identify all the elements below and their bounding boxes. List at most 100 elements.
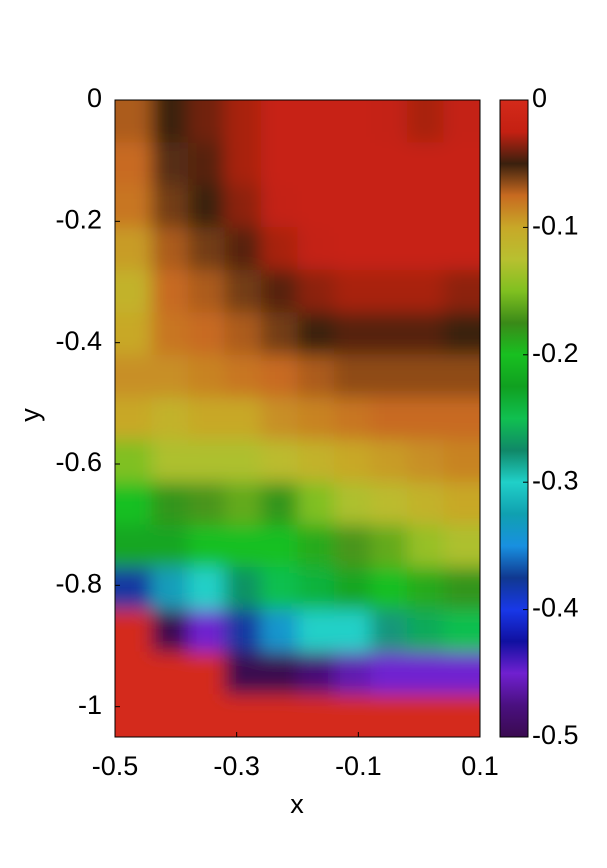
y-tick-label: -0.4 xyxy=(55,326,102,356)
heat-cell xyxy=(370,567,408,611)
x-axis-label: x xyxy=(290,789,304,819)
heat-cell xyxy=(443,694,480,737)
heat-cell xyxy=(188,524,226,569)
heat-cell xyxy=(334,142,372,186)
heat-cell xyxy=(297,482,335,526)
heat-cell xyxy=(443,567,480,611)
heat-cell xyxy=(370,100,408,144)
heat-cell xyxy=(261,269,299,314)
heat-cell xyxy=(297,227,335,271)
heat-cell xyxy=(370,354,408,399)
heat-cell xyxy=(115,652,153,696)
heat-cell xyxy=(188,609,226,654)
heat-cell xyxy=(334,397,372,441)
heat-cell xyxy=(115,482,153,526)
heat-cell xyxy=(261,694,299,737)
heat-cell xyxy=(151,694,189,737)
heat-cell xyxy=(151,354,189,399)
colorbar-tick-label: -0.2 xyxy=(532,338,579,368)
heat-cell xyxy=(224,439,262,484)
colorbar-tick-label: -0.3 xyxy=(532,465,579,495)
heat-cell xyxy=(224,142,262,186)
heat-cell xyxy=(188,439,226,484)
heat-cell xyxy=(297,524,335,569)
x-tick-label: 0.1 xyxy=(461,751,499,781)
heat-cell xyxy=(370,482,408,526)
x-tick-label: -0.1 xyxy=(335,751,382,781)
heat-cell xyxy=(115,100,153,144)
heat-cell xyxy=(407,397,445,441)
heat-cell xyxy=(297,694,335,737)
heat-cell xyxy=(334,184,372,229)
heat-cell xyxy=(297,439,335,484)
y-tick-label: -0.2 xyxy=(55,204,102,234)
heat-cell xyxy=(334,694,372,737)
heat-cell xyxy=(407,439,445,484)
colorbar-tick-label: -0.4 xyxy=(532,593,579,623)
heat-cell xyxy=(443,354,480,399)
heat-cell xyxy=(443,184,480,229)
heat-cell xyxy=(224,482,262,526)
heat-cell xyxy=(115,567,153,611)
heat-cell xyxy=(115,439,153,484)
heat-cell xyxy=(407,269,445,314)
heat-cell xyxy=(115,524,153,569)
heat-cell xyxy=(151,100,189,144)
heat-cell xyxy=(224,269,262,314)
heat-cell xyxy=(115,142,153,186)
heat-cell xyxy=(370,694,408,737)
heat-cell xyxy=(115,269,153,314)
heat-cell xyxy=(261,567,299,611)
heat-cell xyxy=(188,397,226,441)
heat-cell xyxy=(224,354,262,399)
heat-cell xyxy=(370,524,408,569)
heat-cell xyxy=(261,312,299,356)
heat-cell xyxy=(370,652,408,696)
heat-cell xyxy=(151,524,189,569)
heat-cell xyxy=(443,100,480,144)
heat-cell xyxy=(407,100,445,144)
heat-cell xyxy=(334,100,372,144)
heat-cell xyxy=(370,397,408,441)
heat-cell xyxy=(443,439,480,484)
heat-cell xyxy=(261,609,299,654)
y-tick-label: 0 xyxy=(87,83,102,113)
heat-cell xyxy=(370,184,408,229)
x-tick-label: -0.3 xyxy=(213,751,260,781)
heat-cell xyxy=(261,100,299,144)
heat-cell xyxy=(224,694,262,737)
heat-cell xyxy=(297,100,335,144)
heat-cell xyxy=(224,184,262,229)
heat-cell xyxy=(188,142,226,186)
heat-cell xyxy=(188,312,226,356)
heat-cell xyxy=(115,354,153,399)
heat-cell xyxy=(188,482,226,526)
heat-cell xyxy=(151,184,189,229)
heat-cell xyxy=(224,567,262,611)
heat-cell xyxy=(370,439,408,484)
colorbar-tick-label: 0 xyxy=(532,83,547,113)
heat-cell xyxy=(334,439,372,484)
heat-cell xyxy=(334,269,372,314)
heat-cell xyxy=(407,482,445,526)
heat-cell xyxy=(224,100,262,144)
heat-cell xyxy=(151,227,189,271)
heat-cell xyxy=(261,354,299,399)
heat-cell xyxy=(297,184,335,229)
colorbar-tick-label: -0.1 xyxy=(532,211,579,241)
heat-cell xyxy=(151,439,189,484)
heat-cell xyxy=(115,609,153,654)
heat-cell xyxy=(261,142,299,186)
heat-cell xyxy=(261,482,299,526)
heat-cell xyxy=(407,567,445,611)
heat-cell xyxy=(115,227,153,271)
heat-cell xyxy=(407,312,445,356)
heat-cell xyxy=(370,227,408,271)
heat-cell xyxy=(443,142,480,186)
heat-cell xyxy=(261,184,299,229)
heat-cell xyxy=(261,524,299,569)
heat-cell xyxy=(297,609,335,654)
heat-cell xyxy=(261,439,299,484)
heat-cell xyxy=(334,482,372,526)
